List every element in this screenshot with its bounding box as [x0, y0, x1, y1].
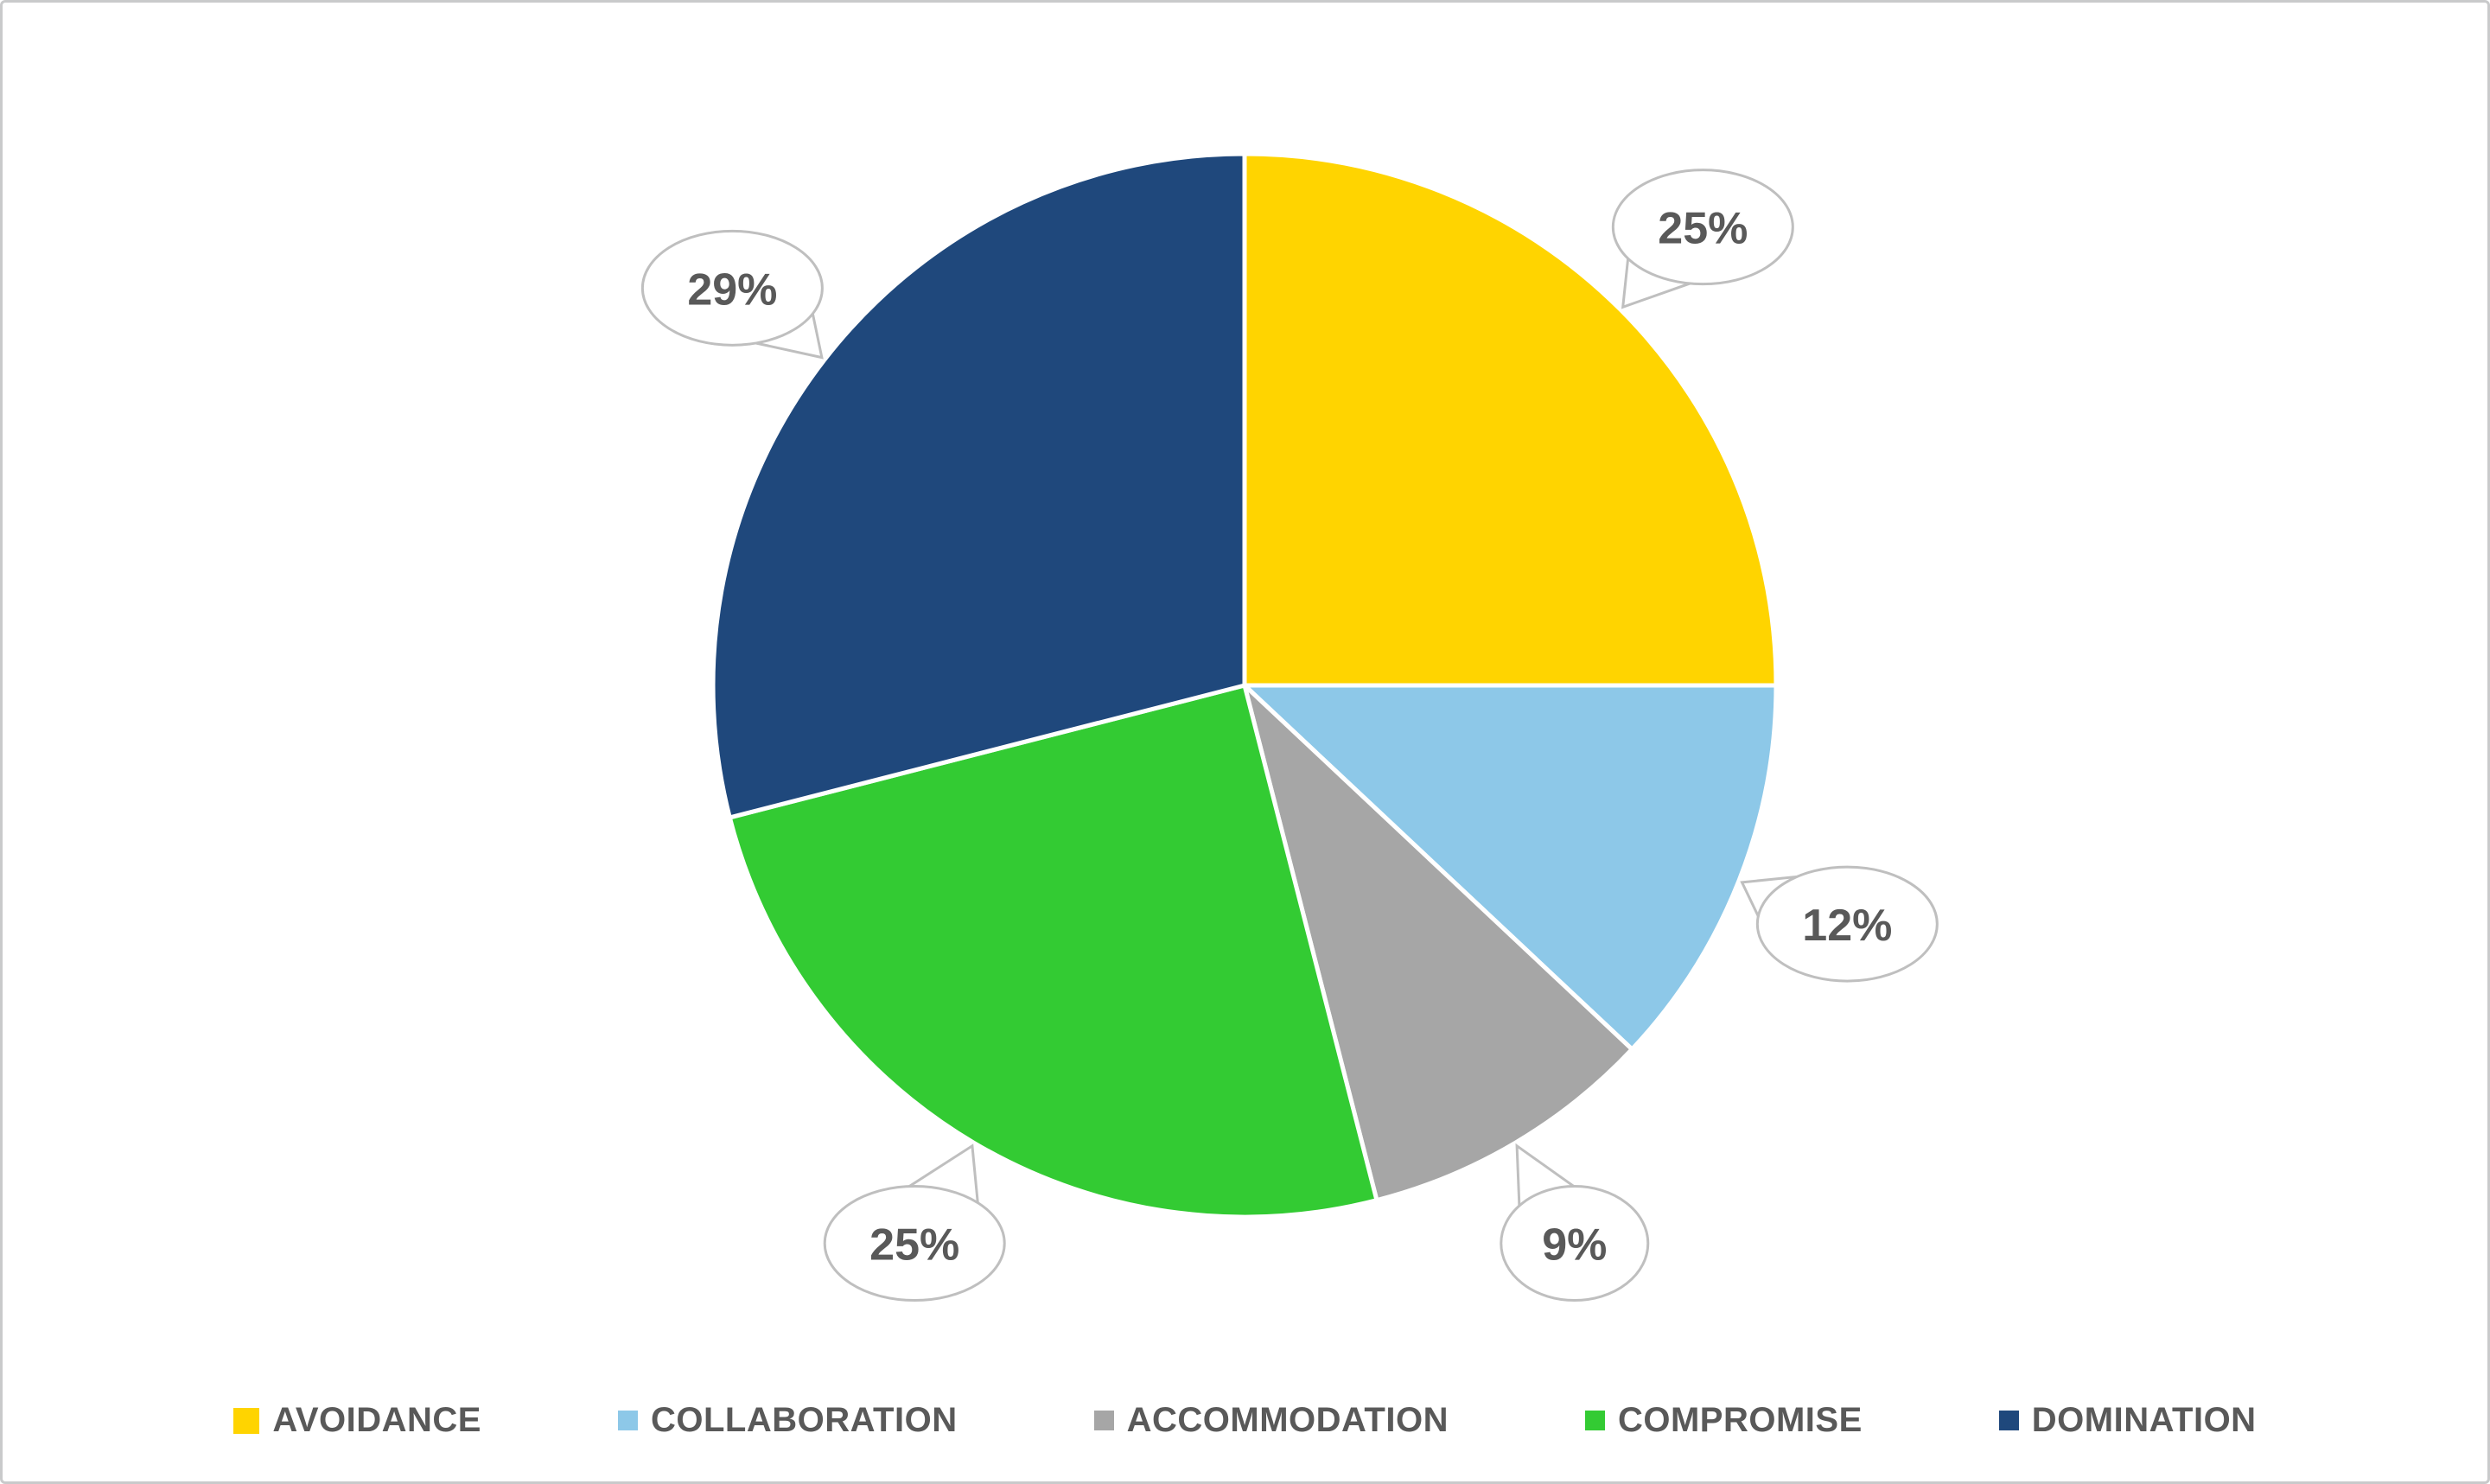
data-label-callout-avoidance: 25%: [1611, 169, 1794, 309]
legend-swatch-avoidance-icon: [233, 1407, 260, 1434]
legend-item-compromise: COMPROMISE: [1584, 1401, 1863, 1440]
data-label-compromise: 25%: [869, 1220, 959, 1271]
legend-swatch-accommodation-icon: [1093, 1411, 1114, 1430]
legend-swatch-collaboration-icon: [617, 1411, 638, 1430]
pie-slice-accommodation: [1242, 683, 1634, 1203]
legend-swatch-domination-icon: [1998, 1411, 2019, 1430]
chart-legend: AVOIDANCE COLLABORATION ACCOMMODATION COMPR…: [3, 1401, 2487, 1440]
data-label-domination: 29%: [687, 264, 777, 315]
legend-item-collaboration: COLLABORATION: [617, 1401, 958, 1440]
pie-slice-collaboration: [1242, 683, 1779, 1052]
legend-label-collaboration: COLLABORATION: [650, 1401, 958, 1439]
legend-label-compromise: COMPROMISE: [1617, 1401, 1863, 1439]
legend-swatch-compromise-icon: [1584, 1411, 1605, 1430]
pie-chart: 25% 12% 9% 25% 29%: [640, 151, 1939, 1302]
legend-item-avoidance: AVOIDANCE: [233, 1401, 481, 1440]
data-label-callout-domination: 29%: [640, 229, 824, 360]
legend-item-domination: DOMINATION: [1998, 1401, 2257, 1440]
legend-label-accommodation: ACCOMMODATION: [1126, 1401, 1449, 1439]
legend-label-avoidance: AVOIDANCE: [272, 1401, 481, 1439]
data-label-collaboration: 12%: [1802, 901, 1892, 951]
pie-slice-domination: [710, 151, 1247, 820]
data-label-callout-collaboration: 12%: [1740, 865, 1939, 983]
data-label-callout-accommodation: 9%: [1500, 1143, 1650, 1302]
legend-item-accommodation: ACCOMMODATION: [1093, 1401, 1449, 1440]
legend-label-domination: DOMINATION: [2031, 1401, 2257, 1439]
data-label-avoidance: 25%: [1658, 204, 1748, 254]
pie-slice-compromise: [727, 683, 1379, 1220]
data-label-accommodation: 9%: [1542, 1220, 1607, 1271]
pie-slice-avoidance: [1242, 151, 1779, 688]
data-label-callout-compromise: 25%: [823, 1143, 1006, 1302]
